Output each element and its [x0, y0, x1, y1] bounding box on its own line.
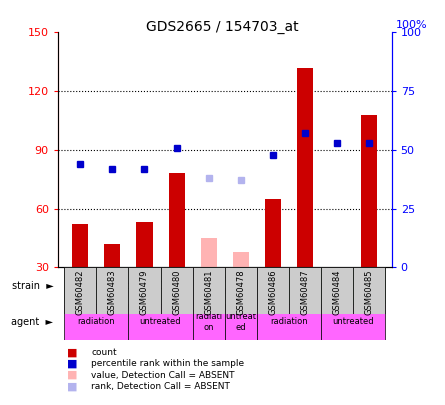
Text: ■: ■	[67, 359, 77, 369]
Bar	[257, 304, 321, 340]
Text: radiation: radiation	[77, 318, 115, 326]
Bar	[201, 238, 217, 267]
Bar	[72, 224, 89, 267]
Text: rank, Detection Call = ABSENT: rank, Detection Call = ABSENT	[91, 382, 230, 391]
Text: GSM60480: GSM60480	[172, 270, 181, 315]
Bar	[169, 173, 185, 267]
Text: agent  ►: agent ►	[12, 317, 53, 327]
Text: p53 mutant: p53 mutant	[292, 281, 350, 290]
Bar	[257, 267, 385, 304]
Text: GSM60485: GSM60485	[364, 270, 374, 315]
Bar	[353, 267, 385, 314]
Text: GSM60486: GSM60486	[268, 270, 277, 315]
Text: strain  ►: strain ►	[12, 281, 53, 290]
Bar	[257, 267, 289, 314]
Text: ■: ■	[67, 382, 77, 391]
Bar	[321, 267, 353, 314]
Text: value, Detection Call = ABSENT: value, Detection Call = ABSENT	[91, 371, 235, 379]
Text: radiation: radiation	[270, 318, 308, 326]
Text: GSM60481: GSM60481	[204, 270, 213, 315]
Text: 100%: 100%	[396, 19, 427, 30]
Text: GDS2665 / 154703_at: GDS2665 / 154703_at	[146, 20, 299, 34]
Bar	[193, 304, 225, 340]
Bar	[321, 304, 385, 340]
Text: GSM60482: GSM60482	[76, 270, 85, 315]
Bar	[129, 267, 161, 314]
Text: untreated: untreated	[332, 318, 374, 326]
Bar	[161, 267, 193, 314]
Bar	[64, 267, 97, 314]
Text: GSM60487: GSM60487	[300, 270, 309, 315]
Text: count: count	[91, 348, 117, 357]
Text: ■: ■	[67, 347, 77, 357]
Text: percentile rank within the sample: percentile rank within the sample	[91, 359, 244, 368]
Text: GSM60483: GSM60483	[108, 270, 117, 315]
Text: wild type
strain yw: wild type strain yw	[202, 275, 247, 296]
Text: GSM60484: GSM60484	[332, 270, 342, 315]
Text: wild type strain w1118: wild type strain w1118	[73, 281, 184, 290]
Bar	[289, 267, 321, 314]
Bar	[225, 267, 257, 314]
Bar	[193, 267, 257, 304]
Bar	[225, 304, 257, 340]
Bar	[265, 199, 281, 267]
Text: GSM60478: GSM60478	[236, 270, 245, 315]
Bar	[233, 252, 249, 267]
Text: untreated: untreated	[140, 318, 182, 326]
Bar	[297, 68, 313, 267]
Text: GSM60479: GSM60479	[140, 270, 149, 315]
Bar	[105, 244, 121, 267]
Text: untreat
ed: untreat ed	[225, 312, 256, 332]
Text: radiati
on: radiati on	[195, 312, 222, 332]
Bar	[129, 304, 193, 340]
Bar	[97, 267, 129, 314]
Bar	[64, 267, 193, 304]
Bar	[64, 304, 129, 340]
Text: ■: ■	[67, 370, 77, 380]
Bar	[137, 222, 153, 267]
Bar	[361, 115, 377, 267]
Bar	[193, 267, 225, 314]
